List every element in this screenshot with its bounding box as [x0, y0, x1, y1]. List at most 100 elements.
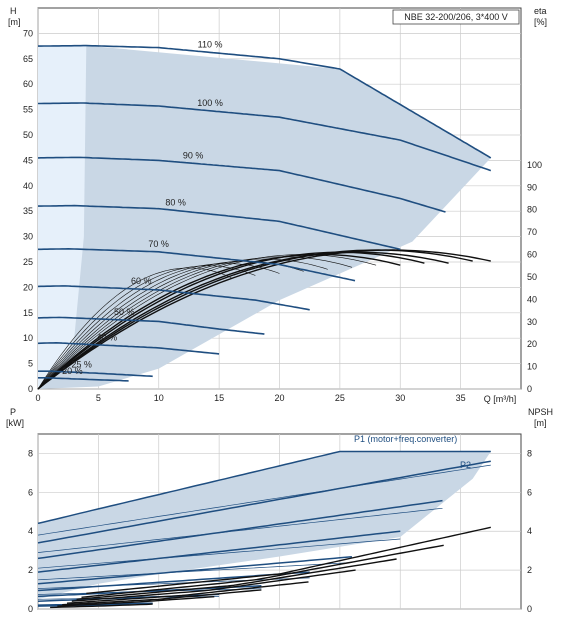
head-curve [38, 370, 153, 378]
y2-tick-label: 80 [527, 205, 537, 215]
y-tick-label: 4 [28, 526, 33, 536]
npsh-curve [76, 558, 397, 600]
y-axis-title: P [10, 407, 16, 417]
efficiency-curve [37, 263, 280, 390]
y2-tick-label: 90 [527, 182, 537, 192]
p2-curve [37, 464, 491, 536]
y-tick-label: 6 [28, 487, 33, 497]
p1-curve [37, 530, 401, 573]
x-tick-label: 5 [96, 393, 101, 403]
npsh-curve [71, 569, 356, 602]
head-curve-label: 40 % [97, 332, 118, 342]
y-axis-title: H [10, 6, 17, 16]
npsh-curve [50, 603, 153, 609]
p1-curve [37, 460, 491, 544]
y2-tick-label: 0 [527, 384, 532, 394]
head-curve-label: 110 % [198, 39, 223, 49]
p1-legend-label: P1 (motor+freq.converter) [354, 434, 457, 444]
y2-tick-label: 4 [527, 526, 532, 536]
y-tick-label: 0 [28, 604, 33, 614]
npsh-curve [57, 596, 215, 607]
head-curve [38, 377, 129, 382]
head-curve-label: 50 % [114, 307, 135, 317]
y-tick-label: 60 [23, 79, 33, 89]
x-tick-label: 35 [456, 393, 466, 403]
x-tick-label: 0 [35, 393, 40, 403]
chart-title-box [392, 9, 520, 25]
y-tick-label: 30 [23, 232, 33, 242]
y2-axis-unit: [m] [534, 418, 547, 428]
head-curve [37, 341, 220, 355]
y2-tick-label: 40 [527, 294, 537, 304]
head-curve-label: 70 % [148, 239, 169, 249]
y2-tick-label: 60 [527, 250, 537, 260]
npsh-curve [81, 544, 444, 598]
efficiency-curve [37, 258, 328, 390]
efficiency-curve [37, 253, 401, 390]
head-curve-label: 25 % [71, 360, 92, 370]
y2-tick-label: 50 [527, 272, 537, 282]
y-tick-label: 10 [23, 333, 33, 343]
head-curve-label: 80 % [165, 197, 186, 207]
y2-tick-label: 70 [527, 227, 537, 237]
x-tick-label: 25 [335, 393, 345, 403]
efficiency-curve [37, 265, 256, 390]
efficiency-curve [37, 256, 353, 390]
head-curve-label: 100 % [197, 98, 223, 108]
p1-curve [37, 593, 220, 602]
y-tick-label: 55 [23, 105, 33, 115]
efficiency-curve [37, 251, 449, 390]
y-tick-label: 2 [28, 565, 33, 575]
p2-legend-label: P2 [460, 460, 471, 470]
y2-tick-label: 6 [527, 487, 532, 497]
x-axis-title: Q [m³/h] [484, 394, 517, 404]
p2-curve [37, 538, 401, 569]
y-tick-label: 5 [28, 359, 33, 369]
y-tick-label: 45 [23, 155, 33, 165]
head-curve [38, 44, 492, 159]
y2-axis-title: eta [534, 6, 547, 16]
x-tick-label: 10 [154, 393, 164, 403]
y-tick-label: 15 [23, 308, 33, 318]
y2-axis-title: NPSH [528, 407, 553, 417]
y2-tick-label: 8 [527, 448, 532, 458]
efficiency-curve [37, 254, 377, 390]
npsh-curve [62, 589, 262, 606]
head-curve [38, 102, 492, 172]
x-tick-label: 20 [274, 393, 284, 403]
p2-curve [37, 507, 443, 553]
head-curve [37, 316, 265, 335]
head-curve [38, 247, 356, 282]
p1-curve [37, 499, 443, 560]
npsh-curve [86, 526, 491, 595]
y-tick-label: 50 [23, 130, 33, 140]
y2-axis-unit: [%] [534, 17, 547, 27]
head-curve [38, 204, 401, 251]
low-flow-region [38, 45, 87, 389]
efficiency-curve [37, 251, 425, 390]
efficiency-curve [37, 249, 491, 390]
y-tick-label: 25 [23, 257, 33, 267]
y2-tick-label: 20 [527, 339, 537, 349]
head-curve-label: 20 % [62, 366, 83, 376]
y-tick-label: 20 [23, 282, 33, 292]
head-curve-label: 90 % [183, 150, 204, 160]
p1-curve [37, 450, 491, 525]
y-axis-unit: [m] [8, 17, 21, 27]
head-curve [37, 285, 310, 311]
head-efficiency-panel: 110 %100 %90 %80 %70 %60 %50 %40 %25 %20… [8, 6, 547, 404]
npsh-curve [66, 581, 309, 604]
y-tick-label: 40 [23, 181, 33, 191]
power-npsh-panel: 0 2 4 6 8 0 2 4 6 8 P[kW] NPSH[m] P1 (motor+freq.con… [6, 407, 553, 614]
head-curve-label: 60 % [131, 276, 152, 286]
chart-title: NBE 32-200/206, 3*400 V [404, 12, 508, 22]
y-tick-label: 0 [28, 384, 33, 394]
y-tick-label: 65 [23, 54, 33, 64]
y-tick-label: 35 [23, 206, 33, 216]
p1-curve [37, 556, 352, 585]
y2-tick-label: 100 [527, 160, 542, 170]
y-tick-label: 8 [28, 448, 33, 458]
p2-curve [37, 562, 352, 581]
